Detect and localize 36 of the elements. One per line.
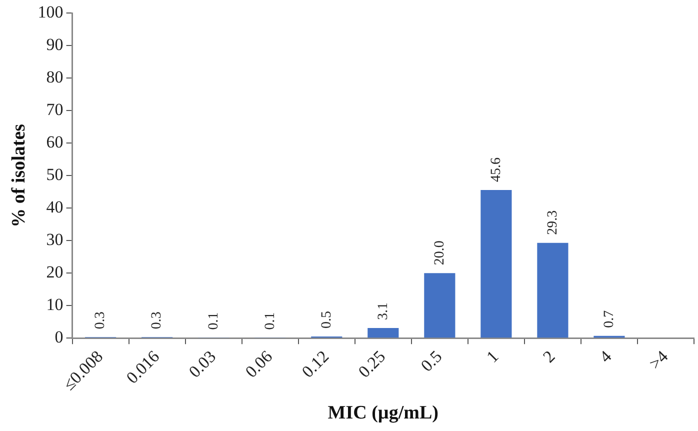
- data-label: 20.0: [432, 240, 448, 266]
- y-tick-label: 90: [46, 35, 64, 54]
- bar: [368, 328, 399, 338]
- bar: [537, 242, 568, 338]
- y-tick-label: 50: [46, 165, 64, 184]
- y-tick-label: 30: [46, 230, 64, 250]
- x-tick-label: 0.25: [354, 346, 390, 382]
- data-label: 0.3: [150, 312, 165, 330]
- data-label: 0.3: [93, 312, 108, 330]
- x-tick-label: 0.5: [417, 346, 446, 376]
- y-tick-label: 70: [46, 100, 64, 120]
- bar: [424, 273, 456, 338]
- y-tick-label: 60: [46, 132, 64, 152]
- y-tick-label: 80: [46, 68, 64, 87]
- data-label: 3.1: [376, 302, 391, 320]
- bar: [480, 190, 512, 338]
- data-label: 0.5: [319, 311, 334, 329]
- x-tick-label: 0.03: [185, 346, 220, 382]
- x-tick-label: 0.12: [298, 346, 333, 382]
- data-label: 29.3: [545, 210, 560, 235]
- y-tick-label: 20: [46, 262, 64, 282]
- x-axis-title: MIC (µg/mL): [328, 402, 438, 424]
- y-tick-label: 100: [38, 2, 64, 22]
- data-label: 0.1: [262, 312, 278, 330]
- x-tick-label: 1: [482, 346, 502, 366]
- x-tick-label: >4: [646, 346, 672, 374]
- data-label: 0.1: [206, 312, 222, 330]
- x-tick-label: 0.06: [242, 346, 276, 382]
- data-label: 0.7: [602, 310, 617, 328]
- x-tick-label: 4: [596, 346, 616, 366]
- y-tick-label: 10: [46, 295, 64, 314]
- x-tick-label: 2: [539, 346, 559, 366]
- y-axis-title: % of isolates: [8, 124, 30, 228]
- y-tick-label: 0: [54, 328, 64, 347]
- y-tick-label: 40: [46, 198, 64, 217]
- data-label: 45.6: [488, 157, 504, 182]
